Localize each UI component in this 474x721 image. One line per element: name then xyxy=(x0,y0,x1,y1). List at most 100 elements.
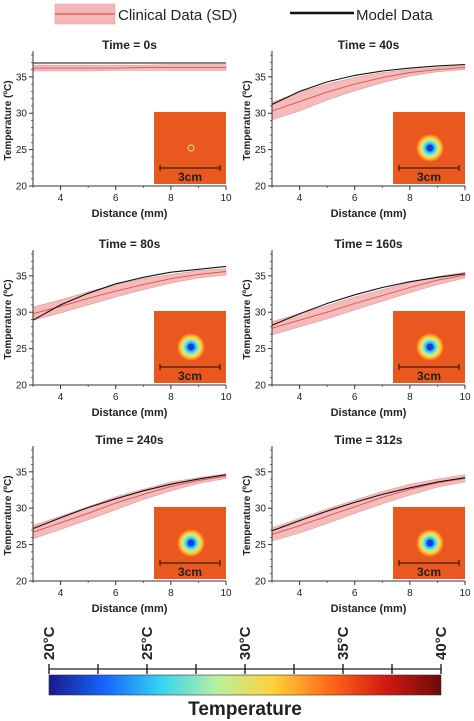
y-tick-label: 20 xyxy=(16,182,28,193)
colorbar-tick-label: 40°C xyxy=(433,626,450,660)
model-line xyxy=(32,474,227,530)
colorbar-title: Temperature xyxy=(188,699,302,720)
chart-panel: Time = 0s 20 25 30 35 4 6 8 10 Distance (mm) Tempe… xyxy=(3,38,232,220)
colorbar: 20°C 25°C 30°C 35°C 40°C Temperature xyxy=(41,626,450,720)
thermal-inset: 3cm xyxy=(154,311,226,383)
inset-scale-label: 3cm xyxy=(178,170,202,184)
clinical-sd-band xyxy=(271,474,466,542)
thermal-inset: 3cm xyxy=(154,507,226,579)
x-tick-label: 8 xyxy=(168,193,174,204)
legend: Clinical Data (SD) Model Data xyxy=(54,3,433,25)
chart-panel: Time = 160s 20 25 30 35 4 6 8 10 Distance (mm) Tem… xyxy=(242,237,471,419)
x-tick-label: 4 xyxy=(297,193,303,204)
model-line xyxy=(32,265,227,321)
x-tick-label: 8 xyxy=(168,588,174,599)
x-tick-label: 6 xyxy=(113,193,119,204)
y-tick-label: 35 xyxy=(16,271,28,282)
y-tick-label: 30 xyxy=(16,504,28,515)
y-tick-label: 20 xyxy=(255,577,267,588)
chart-title: Time = 312s xyxy=(334,433,402,447)
colorbar-tick-label: 20°C xyxy=(41,626,58,660)
inset-probe-marker xyxy=(187,144,195,152)
x-axis-label: Distance (mm) xyxy=(331,603,407,615)
x-tick-label: 4 xyxy=(58,193,64,204)
y-tick-label: 30 xyxy=(255,504,267,515)
chart-title: Time = 80s xyxy=(99,237,161,251)
chart-title: Time = 40s xyxy=(338,38,400,52)
clinical-sd-band xyxy=(32,473,227,540)
chart-panel: Time = 80s 20 25 30 35 4 6 8 10 Distance (mm) Temp… xyxy=(3,237,232,419)
x-tick-label: 4 xyxy=(297,392,303,403)
y-tick-label: 35 xyxy=(255,271,267,282)
inset-thermal-core xyxy=(426,343,434,351)
y-tick-label: 30 xyxy=(255,109,267,120)
y-tick-label: 25 xyxy=(16,344,28,355)
colorbar-tick-labels: 20°C 25°C 30°C 35°C 40°C xyxy=(41,626,450,660)
y-tick-label: 35 xyxy=(16,72,28,83)
chart-panel: Time = 40s 20 25 30 35 4 6 8 10 Distance (mm) Temp… xyxy=(242,38,471,220)
inset-scale-label: 3cm xyxy=(178,565,202,579)
x-tick-label: 8 xyxy=(407,588,413,599)
x-tick-label: 8 xyxy=(407,193,413,204)
y-tick-label: 35 xyxy=(16,467,28,478)
y-axis-label: Temperature (ºC) xyxy=(242,279,253,359)
inset-thermal-core xyxy=(187,539,195,547)
y-tick-label: 20 xyxy=(255,381,267,392)
inset-scale-label: 3cm xyxy=(417,369,441,383)
x-tick-label: 10 xyxy=(459,588,471,599)
chart-title: Time = 240s xyxy=(95,433,163,447)
y-axis-label: Temperature (ºC) xyxy=(3,279,14,359)
y-tick-label: 25 xyxy=(255,145,267,156)
colorbar-tick-label: 30°C xyxy=(237,626,254,660)
x-axis-label: Distance (mm) xyxy=(92,407,168,419)
clinical-sd-band xyxy=(271,271,466,336)
model-line xyxy=(271,273,466,326)
x-tick-label: 10 xyxy=(220,392,232,403)
inset-thermal-core xyxy=(426,539,434,547)
clinical-mean-line xyxy=(32,475,227,533)
y-tick-label: 20 xyxy=(16,381,28,392)
y-tick-label: 25 xyxy=(16,540,28,551)
legend-model-label: Model Data xyxy=(356,7,433,24)
x-tick-label: 6 xyxy=(352,392,358,403)
y-tick-label: 25 xyxy=(255,540,267,551)
clinical-sd-band xyxy=(271,64,466,121)
legend-clinical-label: Clinical Data (SD) xyxy=(118,7,237,24)
y-tick-label: 35 xyxy=(255,467,267,478)
x-tick-label: 4 xyxy=(58,392,64,403)
thermal-inset: 3cm xyxy=(393,311,465,383)
x-axis-label: Distance (mm) xyxy=(92,603,168,615)
model-line xyxy=(271,63,466,105)
x-tick-label: 6 xyxy=(113,392,119,403)
y-tick-label: 20 xyxy=(255,182,267,193)
x-axis-label: Distance (mm) xyxy=(331,208,407,220)
y-axis-label: Temperature (ºC) xyxy=(242,80,253,160)
inset-scale-label: 3cm xyxy=(417,565,441,579)
x-tick-label: 10 xyxy=(220,588,232,599)
inset-background xyxy=(154,112,226,184)
clinical-mean-line xyxy=(271,477,466,535)
chart-panel: Time = 312s 20 25 30 35 4 6 8 10 Distance (mm) Tem… xyxy=(242,433,471,615)
x-tick-label: 4 xyxy=(297,588,303,599)
x-tick-label: 4 xyxy=(58,588,64,599)
x-axis-label: Distance (mm) xyxy=(92,208,168,220)
x-axis-label: Distance (mm) xyxy=(331,407,407,419)
y-axis-label: Temperature (ºC) xyxy=(3,475,14,555)
x-tick-label: 10 xyxy=(459,392,471,403)
chart-title: Time = 0s xyxy=(102,38,157,52)
y-tick-label: 25 xyxy=(16,145,28,156)
panels: Time = 0s 20 25 30 35 4 6 8 10 Distance (mm) Tempe… xyxy=(3,38,471,615)
y-tick-label: 30 xyxy=(255,308,267,319)
model-line xyxy=(271,477,466,532)
y-tick-label: 35 xyxy=(255,72,267,83)
x-tick-label: 8 xyxy=(407,392,413,403)
colorbar-tick-label: 35°C xyxy=(335,626,352,660)
y-tick-label: 30 xyxy=(16,308,28,319)
colorbar-gradient xyxy=(48,674,442,696)
inset-thermal-core xyxy=(187,343,195,351)
x-tick-label: 8 xyxy=(168,392,174,403)
y-tick-label: 30 xyxy=(16,109,28,120)
y-tick-label: 25 xyxy=(255,344,267,355)
thermal-inset: 3cm xyxy=(154,112,226,184)
x-tick-label: 10 xyxy=(220,193,232,204)
